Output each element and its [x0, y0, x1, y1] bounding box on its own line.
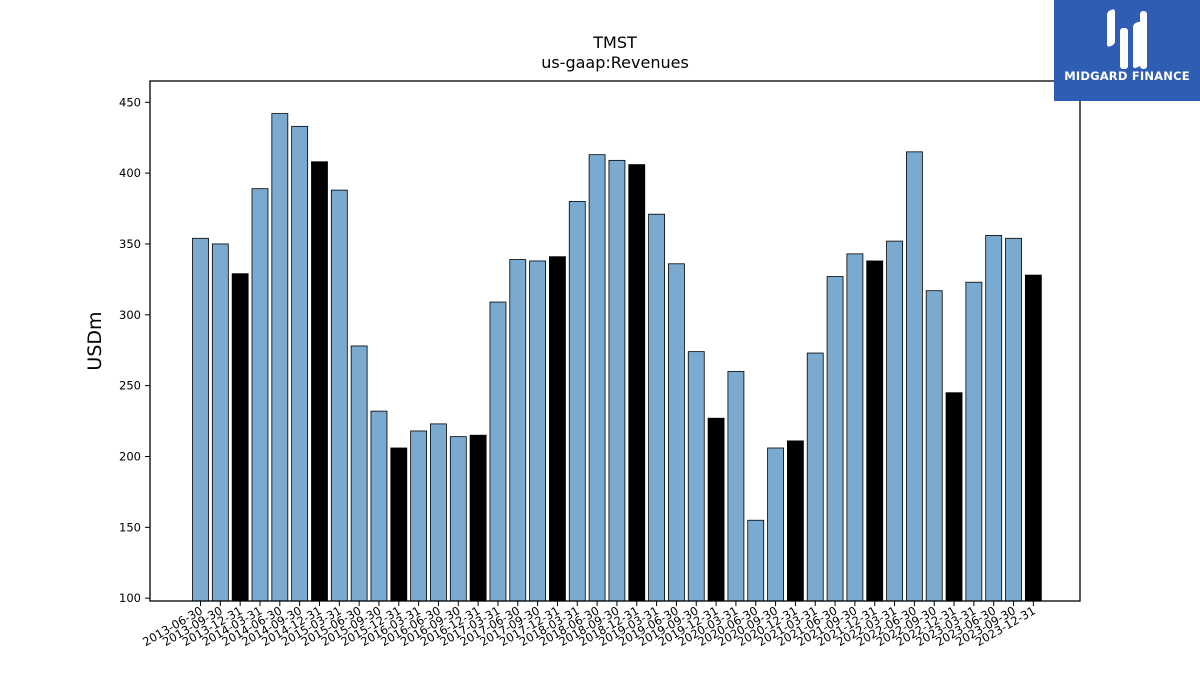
y-tick-label: 200 [119, 449, 141, 463]
bar-series [192, 113, 1042, 602]
bar-2018-12-31 [628, 164, 646, 602]
bar-2016-12-31 [469, 434, 487, 602]
bar-2018-03-31 [568, 201, 586, 602]
bar-2019-06-30 [668, 263, 685, 602]
bar-2022-06-30 [905, 151, 923, 602]
bar-2021-06-30 [826, 276, 844, 602]
bar-2019-03-31 [648, 213, 665, 602]
y-tick-label: 350 [119, 237, 141, 251]
bar-2023-06-30 [985, 235, 1003, 602]
midgard-logo-icon [1107, 9, 1147, 69]
chart-title: TMST [592, 33, 637, 52]
logo-text: MIDGARD FINANCE [1064, 69, 1190, 83]
bar-2013-09-30 [211, 243, 229, 602]
bar-2016-03-31 [410, 430, 428, 602]
bar-2021-03-31 [806, 352, 824, 602]
bar-2019-09-30 [687, 351, 705, 602]
midgard-finance-logo: MIDGARD FINANCE [1054, 0, 1200, 101]
bar-2023-09-30 [1005, 237, 1022, 602]
bar-2022-09-30 [925, 290, 943, 602]
bar-2017-03-31 [489, 301, 507, 602]
bar-2017-09-30 [529, 260, 547, 602]
y-tick-label: 100 [119, 591, 141, 605]
bar-2021-09-30 [846, 253, 864, 602]
bar-2015-03-31 [330, 189, 348, 602]
bar-2020-03-31 [727, 371, 745, 602]
bar-2022-03-31 [886, 240, 903, 602]
bar-2018-09-30 [608, 159, 626, 602]
y-axis-label: USDm [84, 311, 106, 370]
x-axis-ticks: 2013-06-302013-09-302013-12-312014-03-31… [140, 601, 1038, 649]
bar-2020-09-30 [767, 447, 784, 602]
chart-subtitle: us-gaap:Revenues [541, 53, 689, 72]
bar-2020-12-31 [787, 440, 804, 602]
y-tick-label: 400 [119, 166, 141, 180]
bar-2014-03-31 [251, 188, 269, 602]
bar-2018-06-30 [588, 154, 606, 602]
bar-2023-03-31 [965, 281, 983, 602]
bar-2014-09-30 [291, 125, 309, 602]
y-axis-ticks: 100 150 200 250 300 350 400 450 [119, 95, 150, 605]
y-tick-label: 450 [119, 95, 141, 109]
bar-2015-06-30 [350, 345, 368, 602]
y-tick-label: 150 [119, 520, 141, 534]
bar-2015-12-31 [390, 447, 408, 602]
bar-2019-12-31 [707, 417, 725, 602]
plot-frame [149, 80, 1081, 602]
bar-2021-12-31 [866, 260, 884, 602]
bar-2014-12-31 [311, 161, 328, 602]
bar-2013-12-31 [231, 273, 249, 602]
bar-2016-09-30 [449, 436, 467, 602]
bar-2017-06-30 [509, 259, 527, 602]
bar-2013-06-30 [192, 237, 209, 602]
bar-2014-06-30 [271, 113, 289, 602]
bar-2015-09-30 [370, 410, 388, 602]
bar-2020-06-30 [747, 519, 765, 602]
bar-2017-12-31 [549, 256, 566, 602]
bar-2022-12-31 [945, 392, 963, 602]
y-tick-label: 250 [119, 379, 141, 393]
bar-2023-12-31 [1024, 274, 1042, 602]
bar-2016-06-30 [430, 423, 447, 602]
y-tick-label: 300 [119, 308, 141, 322]
